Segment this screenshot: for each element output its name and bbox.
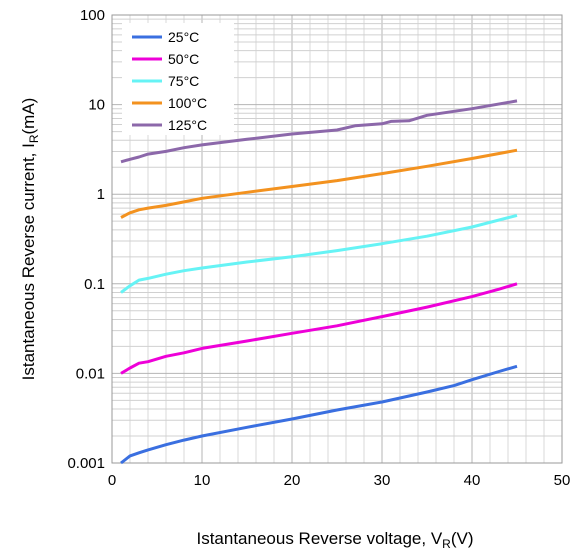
y-axis-title-main: Istantaneous Reverse current, I — [19, 143, 38, 380]
series-line-2 — [120, 213, 518, 294]
series-line-4 — [120, 99, 518, 164]
legend-box — [122, 23, 234, 135]
legend-label: 50°C — [168, 51, 199, 67]
plot-frame — [111, 14, 563, 464]
legend-label: 100°C — [168, 95, 207, 111]
y-tick-label: 0.01 — [76, 365, 105, 382]
y-tick-label: 100 — [80, 7, 105, 24]
legend: 25°C 50°C 75°C 100°C 125°C — [122, 23, 234, 135]
series-line-1 — [120, 282, 518, 375]
series-line-3 — [120, 148, 518, 219]
x-tick-label: 40 — [464, 472, 481, 489]
x-tick-label: 0 — [108, 472, 116, 489]
x-tick-labels: 0 10 20 30 40 50 — [108, 472, 571, 489]
x-tick-label: 20 — [284, 472, 301, 489]
y-tick-label: 10 — [88, 97, 105, 114]
x-tick-label: 50 — [554, 472, 571, 489]
legend-label: 75°C — [168, 73, 199, 89]
y-tick-label: 1 — [97, 186, 105, 203]
x-axis-title-main: Istantaneous Reverse voltage, V — [196, 529, 442, 548]
x-tick-label: 30 — [374, 472, 391, 489]
series-layer — [120, 99, 518, 465]
legend-label: 25°C — [168, 29, 199, 45]
y-axis-title: Istantaneous Reverse current, IR(mA) — [19, 98, 41, 381]
y-axis-title-unit: (mA) — [19, 98, 38, 135]
y-axis-title-subscript: R — [27, 134, 41, 143]
x-axis-title-subscript: R — [442, 537, 451, 551]
series-line-0 — [120, 364, 518, 465]
x-tick-label: 10 — [194, 472, 211, 489]
x-axis-title-unit: (V) — [451, 529, 474, 548]
legend-label: 125°C — [168, 117, 207, 133]
y-tick-label: 0.1 — [84, 276, 105, 293]
y-tick-labels: 0.001 0.01 0.1 1 10 100 — [67, 7, 105, 472]
y-tick-label: 0.001 — [67, 455, 105, 472]
x-axis-title: Istantaneous Reverse voltage, VR(V) — [196, 529, 473, 551]
